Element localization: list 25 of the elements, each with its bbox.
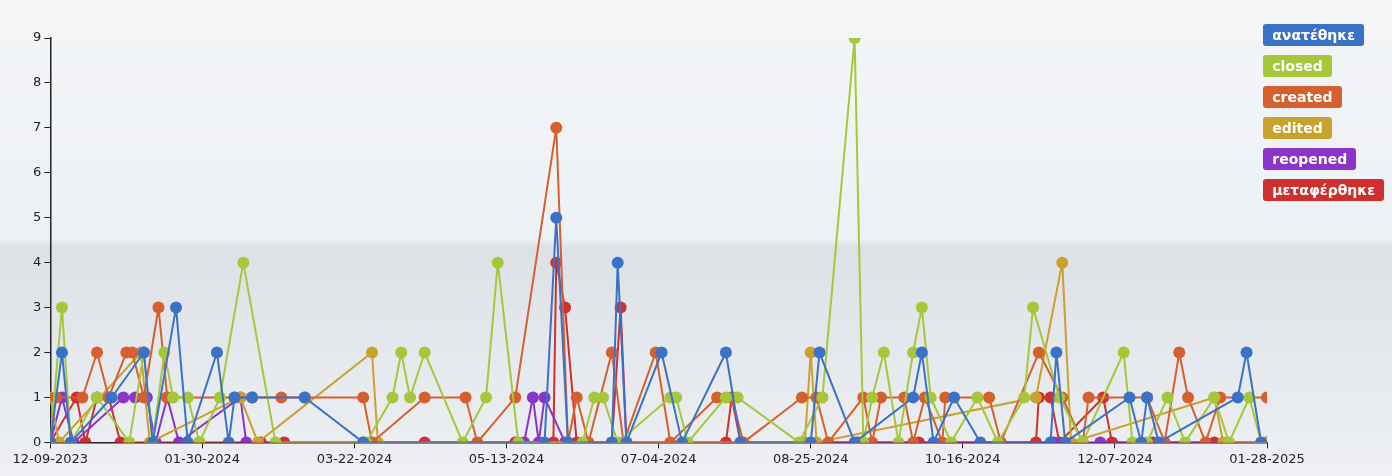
y-tick-label: 4	[32, 254, 42, 270]
y-tick-label: 6	[32, 164, 42, 180]
y-tick-label: 7	[32, 119, 42, 135]
x-tick-label: 12-07-2024	[1077, 450, 1153, 466]
text: ανατέθηκε	[1263, 24, 1365, 46]
x-tick-label: 08-25-2024	[772, 450, 849, 466]
text: reopened	[1263, 148, 1357, 170]
x-tick-label: 12-09-2023	[12, 450, 89, 466]
text: edited	[1263, 117, 1332, 139]
y-tick-label: 2	[32, 343, 42, 359]
y-tick-label: 9	[32, 29, 42, 45]
x-tick-label: 03-22-2024	[316, 450, 393, 466]
x-tick-label: 01-28-2025	[1229, 450, 1305, 466]
y-tick-label: 5	[32, 209, 42, 225]
x-tick-label: 01-30-2024	[164, 450, 241, 466]
x-tick-label: 05-13-2024	[468, 450, 545, 466]
text: μεταφέρθηκε	[1263, 179, 1384, 201]
x-tick-label: 10-16-2024	[925, 450, 1001, 466]
text: created	[1263, 86, 1342, 108]
y-tick-label: 1	[32, 388, 42, 404]
x-tick-label: 07-04-2024	[620, 450, 697, 466]
y-tick-label: 3	[32, 298, 42, 314]
y-tick-label: 0	[32, 433, 42, 449]
text: closed	[1263, 55, 1332, 77]
y-tick-label: 8	[32, 74, 42, 90]
